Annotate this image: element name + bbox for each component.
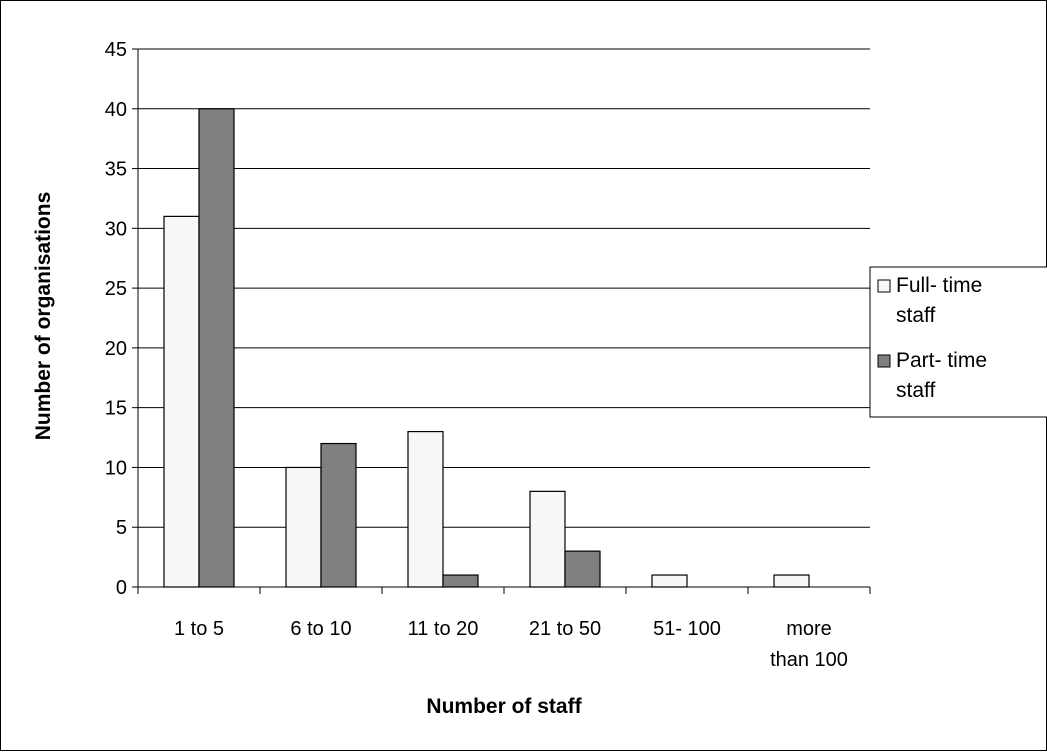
y-axis-title: Number of organisations	[32, 192, 55, 441]
legend-label: Full- time staff	[896, 274, 982, 327]
bar	[285, 466, 322, 588]
legend: Full- time staff Part- time staff	[869, 266, 1047, 418]
gridlines	[138, 48, 870, 528]
legend-swatch	[877, 279, 891, 293]
axes	[132, 48, 871, 594]
bar	[773, 574, 810, 588]
y-tick-label: 25	[105, 278, 127, 300]
y-tick-label: 40	[105, 99, 127, 121]
y-tick-label: 10	[105, 457, 127, 479]
x-tick-label: 11 to 20	[408, 618, 479, 640]
bar	[198, 108, 235, 588]
y-tick-label: 0	[116, 577, 127, 599]
y-tick-label: 35	[105, 159, 127, 181]
y-tick-labels: 0 5 10 15 20 25 30 35 40 45	[105, 39, 127, 599]
x-tick-label: 51- 100	[653, 618, 721, 640]
bar	[442, 574, 479, 588]
y-tick-label: 30	[105, 218, 127, 240]
legend-label: Part- time staff	[896, 349, 987, 402]
x-tick-label: 1 to 5	[174, 618, 224, 640]
y-tick-label: 45	[105, 39, 127, 61]
bars	[163, 108, 810, 588]
bar	[564, 550, 601, 588]
bar	[407, 430, 444, 588]
x-tick-label: more than 100	[770, 618, 848, 671]
x-tick-label: 21 to 50	[529, 618, 601, 640]
x-tick-label: 6 to 10	[290, 618, 351, 640]
legend-box	[869, 266, 1047, 418]
y-tick-label: 15	[105, 398, 127, 420]
y-tick-label: 20	[105, 338, 127, 360]
bar	[651, 574, 688, 588]
x-axis-title: Number of staff	[426, 695, 582, 718]
bar	[163, 215, 200, 588]
bar	[529, 490, 566, 588]
bar	[320, 442, 357, 588]
x-tick-labels: 1 to 5 6 to 10 11 to 20 21 to 50 51- 100 more…	[174, 618, 848, 671]
y-tick-label: 5	[116, 517, 127, 539]
legend-swatch	[877, 354, 891, 368]
